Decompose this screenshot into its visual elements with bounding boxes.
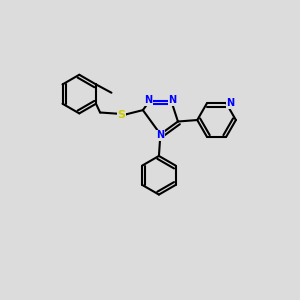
Text: N: N xyxy=(145,95,153,105)
Text: N: N xyxy=(156,130,164,140)
Text: N: N xyxy=(226,98,235,108)
Text: S: S xyxy=(118,110,125,121)
Text: N: N xyxy=(168,95,176,105)
